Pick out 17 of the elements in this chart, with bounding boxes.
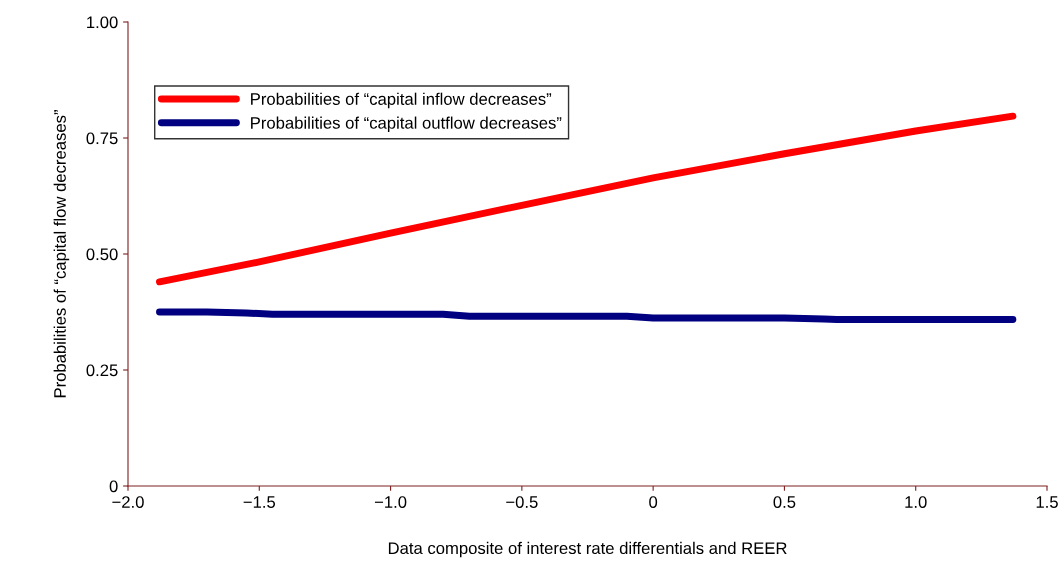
x-tick-label: −2.0 [112, 496, 144, 508]
x-tick-label: −1.0 [374, 496, 407, 508]
y-tick-label: 0.25 [86, 364, 118, 377]
y-tick-label: 0.50 [86, 248, 118, 261]
x-tick-label: 1.5 [1036, 496, 1058, 508]
x-tick-label: −0.5 [506, 496, 538, 508]
legend-label: Probabilities of “capital outflow decreases” [251, 116, 562, 133]
x-tick-label: 0 [649, 496, 658, 508]
x-tick-label: 1.0 [905, 496, 927, 508]
y-tick-label: 0 [109, 480, 118, 493]
y-tick-label: 0.75 [86, 132, 118, 145]
y-axis-title: Probabilities of “capital flow decreases” [53, 110, 70, 398]
x-axis-title: Data composite of interest rate differentials and REER [388, 541, 787, 558]
x-tick-label: 0.5 [773, 496, 796, 508]
x-tick-label: −1.5 [243, 496, 276, 508]
y-tick-label: 1.00 [87, 16, 118, 29]
legend-label: Probabilities of “capital inflow decreases” [251, 92, 552, 109]
